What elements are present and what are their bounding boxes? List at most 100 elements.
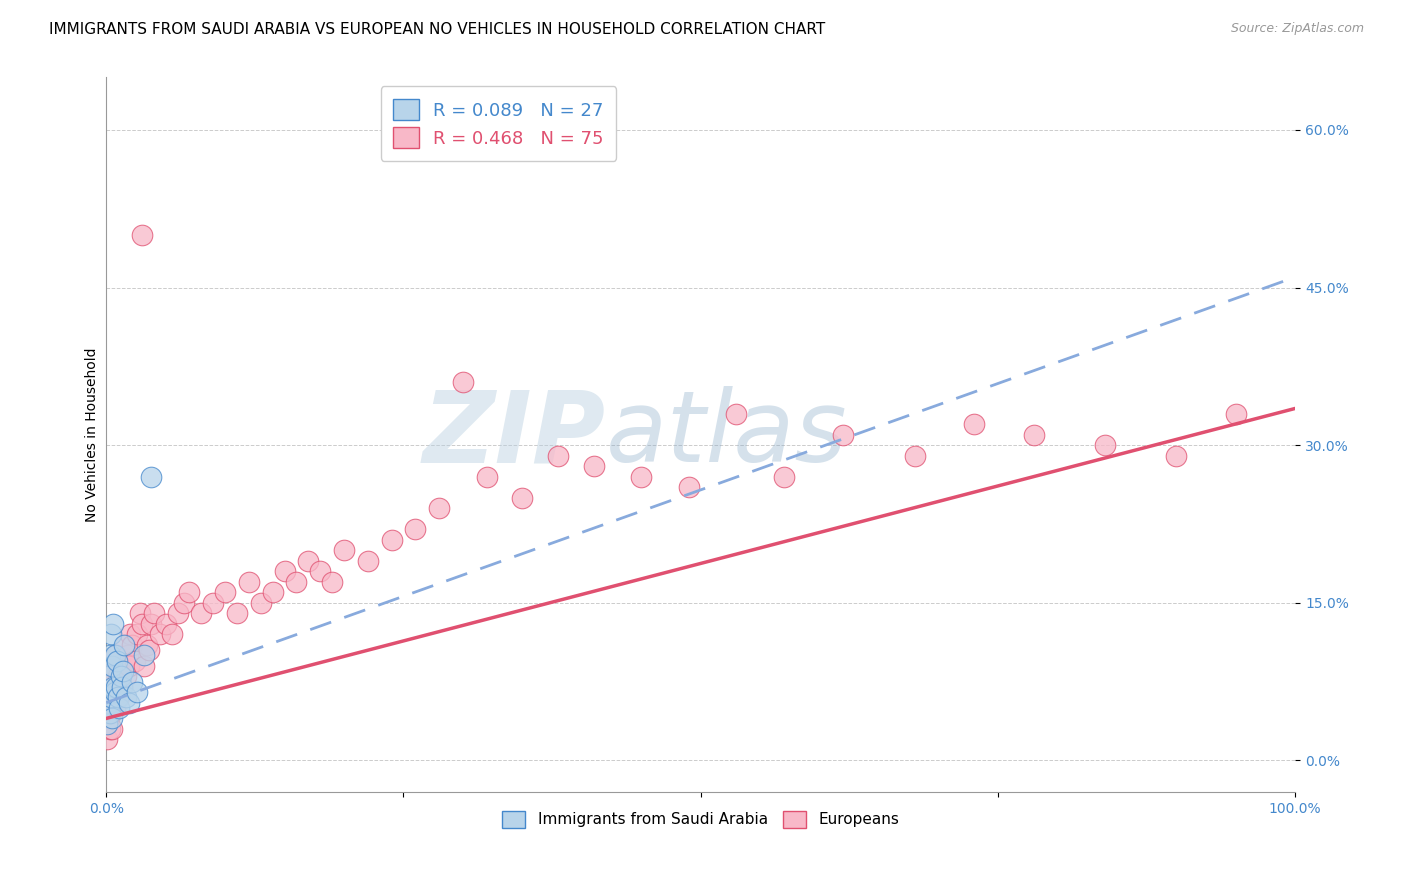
Point (103, 680, 125, 694)
Point (475, 469, 498, 483)
Point (1022, 427, 1045, 442)
Point (134, 658, 156, 673)
Text: atlas: atlas (606, 386, 848, 483)
Point (131, 228, 153, 243)
Point (98, 722, 121, 736)
Point (112, 654, 135, 668)
Point (262, 585, 284, 599)
Point (96, 716, 118, 731)
Point (117, 648, 139, 663)
Point (107, 690, 129, 705)
Point (630, 469, 652, 483)
Point (773, 469, 796, 483)
Point (179, 585, 201, 599)
Point (131, 616, 153, 631)
Point (138, 643, 160, 657)
Point (190, 607, 212, 621)
Point (1225, 407, 1247, 421)
Point (108, 701, 131, 715)
Point (547, 449, 569, 463)
Point (173, 596, 195, 610)
Point (214, 585, 236, 599)
Point (135, 638, 157, 652)
Point (97, 696, 120, 710)
Point (101, 658, 124, 673)
Point (381, 533, 404, 547)
Point (149, 627, 172, 641)
Point (226, 607, 249, 621)
Point (127, 627, 149, 641)
Point (451, 375, 474, 389)
Point (427, 501, 450, 516)
Legend: Immigrants from Saudi Arabia, Europeans: Immigrants from Saudi Arabia, Europeans (496, 805, 905, 834)
Text: ZIP: ZIP (423, 386, 606, 483)
Point (105, 654, 128, 668)
Point (160, 627, 183, 641)
Point (115, 669, 138, 683)
Point (103, 680, 125, 694)
Point (111, 680, 134, 694)
Point (238, 574, 260, 589)
Point (103, 685, 125, 699)
Point (134, 648, 156, 663)
Point (103, 648, 125, 663)
Point (98, 696, 121, 710)
Point (725, 407, 748, 421)
Point (100, 680, 122, 694)
Point (142, 607, 165, 621)
Y-axis label: No Vehicles in Household: No Vehicles in Household (86, 348, 100, 522)
Point (111, 664, 134, 678)
Point (249, 596, 271, 610)
Point (118, 658, 141, 673)
Point (273, 564, 295, 578)
Point (100, 706, 122, 720)
Point (832, 427, 855, 442)
Point (110, 669, 132, 683)
Point (103, 701, 125, 715)
Point (98, 706, 121, 720)
Point (309, 564, 332, 578)
Point (107, 669, 129, 683)
Point (111, 680, 134, 694)
Text: IMMIGRANTS FROM SAUDI ARABIA VS EUROPEAN NO VEHICLES IN HOUSEHOLD CORRELATION CH: IMMIGRANTS FROM SAUDI ARABIA VS EUROPEAN… (49, 22, 825, 37)
Point (101, 669, 124, 683)
Point (121, 674, 143, 689)
Point (97, 690, 120, 705)
Point (582, 459, 605, 474)
Point (285, 574, 308, 589)
Point (141, 469, 163, 483)
Point (1166, 449, 1188, 463)
Point (166, 607, 188, 621)
Point (97, 711, 120, 725)
Point (963, 417, 986, 432)
Point (112, 638, 135, 652)
Point (100, 690, 122, 705)
Point (512, 491, 534, 505)
Point (103, 690, 125, 705)
Point (118, 627, 141, 641)
Point (155, 616, 177, 631)
Point (297, 554, 319, 568)
Point (121, 638, 143, 652)
Point (202, 596, 225, 610)
Point (100, 627, 122, 641)
Point (357, 554, 380, 568)
Point (118, 696, 141, 710)
Point (904, 449, 927, 463)
Point (103, 616, 125, 631)
Point (108, 690, 131, 705)
Point (103, 658, 125, 673)
Point (104, 680, 127, 694)
Point (110, 658, 132, 673)
Point (124, 654, 146, 668)
Point (104, 648, 127, 663)
Point (105, 685, 128, 699)
Point (141, 616, 163, 631)
Point (111, 664, 134, 678)
Point (115, 690, 138, 705)
Text: Source: ZipAtlas.com: Source: ZipAtlas.com (1230, 22, 1364, 36)
Point (98, 648, 121, 663)
Point (96, 732, 118, 747)
Point (404, 522, 426, 536)
Point (127, 685, 149, 699)
